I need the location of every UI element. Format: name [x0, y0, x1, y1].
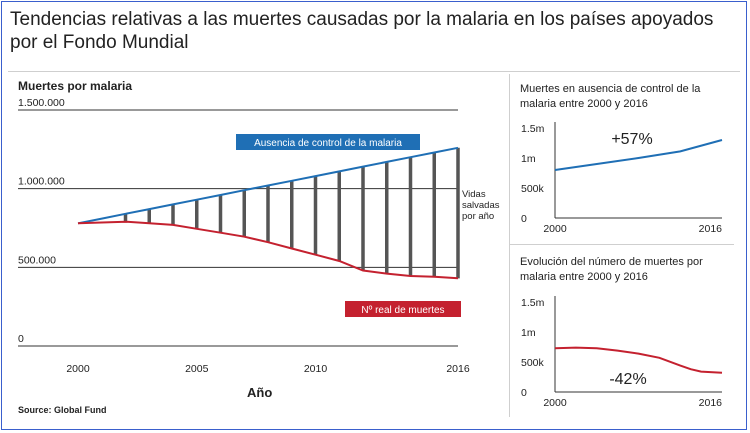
figure-title: Tendencias relativas a las muertes causa… [10, 9, 714, 53]
small-chart-2-title: Evolución del número de muertes por mala… [520, 256, 703, 283]
main-x-tick-label: 2010 [304, 363, 328, 375]
small-chart-2-x-tick-label: 2016 [699, 397, 723, 409]
main-y-tick-label: 1.000.000 [18, 176, 65, 188]
source-note: Source: Global Fund [18, 405, 107, 415]
small-chart-2-y-tick-label: 500k [521, 357, 545, 369]
main-y-tick-label: 0 [18, 333, 24, 345]
main-x-axis-label: Año [247, 385, 273, 400]
small-chart-2-y-tick-label: 1m [521, 327, 536, 339]
no-control-label-box [236, 134, 420, 150]
small-chart-1-y-tick-label: 0 [521, 213, 527, 225]
actual-deaths-series-label: Nº real de muertes [361, 305, 444, 316]
main-x-tick-label: 2016 [446, 363, 470, 375]
lives-saved-label: Vidas salvadas por año [462, 189, 500, 222]
small-chart-2-line [554, 346, 723, 374]
title-divider [8, 71, 740, 72]
small-chart-2-y-tick-label: 1.5m [521, 297, 545, 309]
small-chart-1-title: Muertes en ausencia de control de la mal… [520, 83, 701, 110]
small-chart-1-line [554, 139, 723, 171]
small-chart-2-change-label: -42% [609, 371, 646, 388]
panel-divider-horizontal [510, 244, 734, 245]
actual-deaths-label-box [345, 301, 461, 317]
main-y-tick-label: 1.500.000 [18, 97, 65, 109]
small-chart-1-x-tick-label: 2016 [699, 223, 723, 235]
small-chart-1-change-label: +57% [611, 131, 652, 148]
small-chart-1-y-tick-label: 1m [521, 153, 536, 165]
small-chart-1-x-tick-label: 2000 [543, 223, 567, 235]
no-control-line [77, 146, 459, 225]
no-control-series-label: Ausencia de control de la malaria [254, 138, 402, 149]
small-chart-1-y-tick-label: 1.5m [521, 123, 545, 135]
small-chart-1-y-tick-label: 500k [521, 183, 545, 195]
main-x-tick-label: 2000 [66, 363, 90, 375]
main-y-tick-label: 500.000 [18, 254, 56, 266]
actual-deaths-line [77, 220, 459, 280]
panel-divider-vertical [509, 74, 510, 417]
main-y-axis-label: Muertes por malaria [18, 79, 133, 93]
small-chart-2-x-tick-label: 2000 [543, 397, 567, 409]
main-x-tick-label: 2005 [185, 363, 209, 375]
small-chart-2-y-tick-label: 0 [521, 387, 527, 399]
